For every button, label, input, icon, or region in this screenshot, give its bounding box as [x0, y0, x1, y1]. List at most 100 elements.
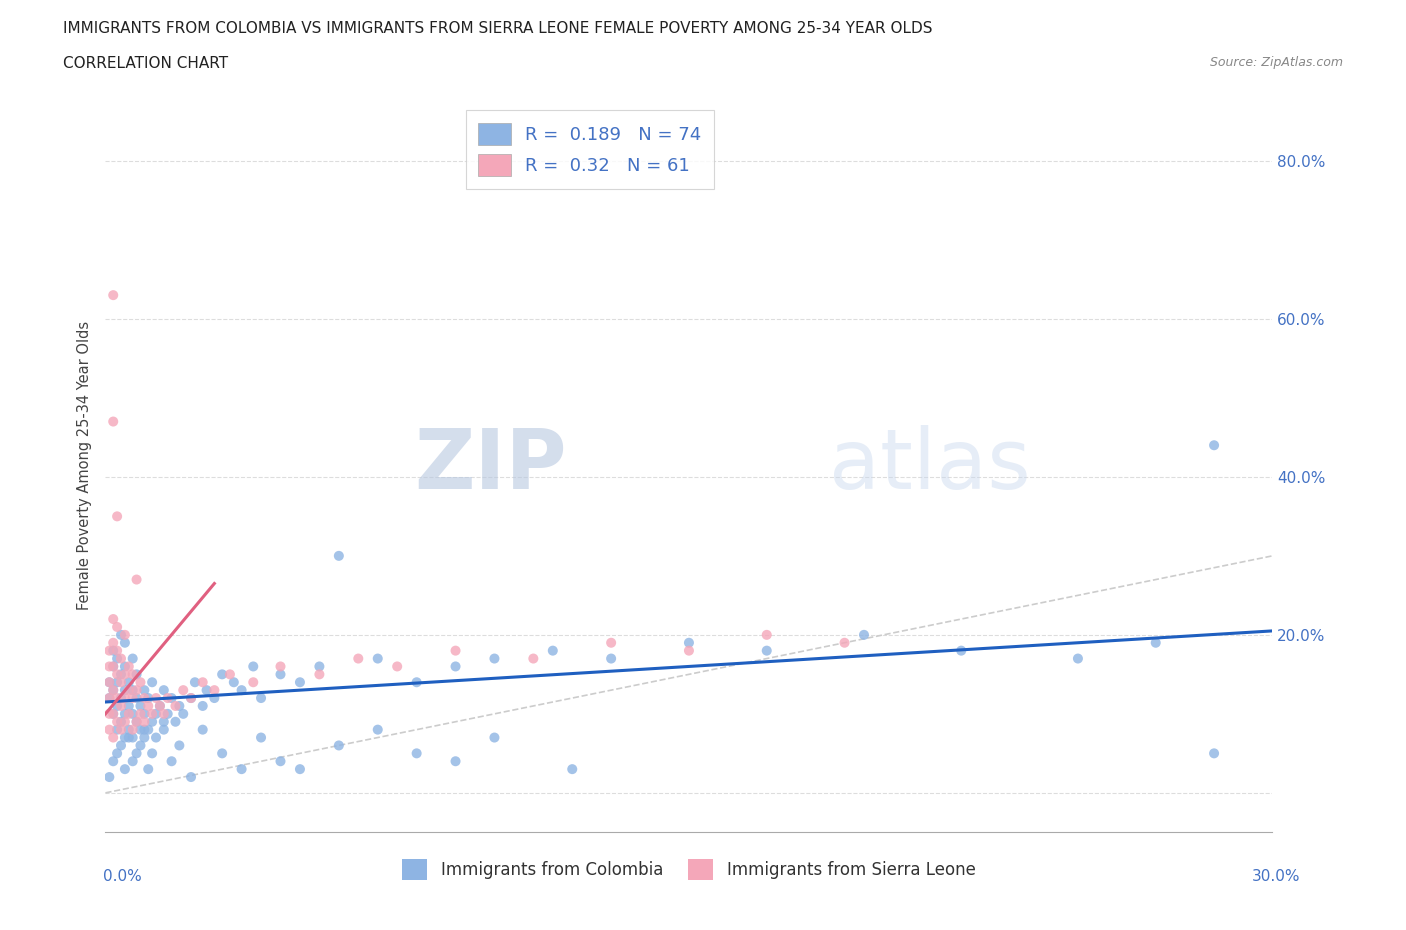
- Point: [103, 707, 125, 722]
- Point: [250, 730, 273, 745]
- Point: [484, 730, 506, 745]
- Point: [308, 659, 330, 674]
- Point: [129, 707, 152, 722]
- Point: [105, 619, 128, 634]
- Point: [114, 762, 136, 777]
- Point: [103, 635, 125, 650]
- Point: [184, 675, 207, 690]
- Point: [103, 659, 125, 674]
- Point: [136, 691, 159, 706]
- Point: [172, 683, 194, 698]
- Point: [405, 675, 427, 690]
- Point: [153, 707, 174, 722]
- Point: [121, 730, 143, 745]
- Point: [134, 714, 156, 729]
- Point: [165, 714, 187, 729]
- Point: [110, 675, 132, 690]
- Point: [103, 414, 125, 429]
- Point: [405, 746, 427, 761]
- Point: [121, 651, 143, 666]
- Point: [156, 691, 179, 706]
- Point: [118, 723, 141, 737]
- Point: [114, 691, 136, 706]
- Point: [600, 635, 623, 650]
- Point: [110, 698, 132, 713]
- Point: [191, 698, 214, 713]
- Point: [114, 683, 136, 698]
- Point: [118, 730, 141, 745]
- Point: [105, 698, 128, 713]
- Point: [149, 698, 172, 713]
- Point: [125, 691, 148, 706]
- Point: [121, 723, 143, 737]
- Point: [98, 707, 121, 722]
- Point: [367, 651, 389, 666]
- Point: [134, 723, 156, 737]
- Point: [308, 667, 330, 682]
- Point: [1202, 746, 1225, 761]
- Point: [105, 723, 128, 737]
- Point: [125, 667, 148, 682]
- Point: [103, 707, 125, 722]
- Point: [110, 714, 132, 729]
- Point: [125, 714, 148, 729]
- Point: [1202, 438, 1225, 453]
- Point: [98, 691, 121, 706]
- Point: [103, 659, 125, 674]
- Point: [118, 707, 141, 722]
- Point: [242, 659, 264, 674]
- Point: [129, 738, 152, 753]
- Point: [121, 683, 143, 698]
- Point: [105, 746, 128, 761]
- Point: [270, 667, 292, 682]
- Point: [270, 659, 292, 674]
- Point: [444, 644, 467, 658]
- Point: [222, 675, 245, 690]
- Point: [522, 651, 544, 666]
- Text: ZIP: ZIP: [413, 424, 567, 506]
- Point: [561, 762, 583, 777]
- Point: [156, 707, 179, 722]
- Point: [105, 667, 128, 682]
- Point: [103, 612, 125, 627]
- Text: 30.0%: 30.0%: [1253, 869, 1301, 883]
- Point: [541, 644, 564, 658]
- Point: [110, 738, 132, 753]
- Point: [250, 691, 273, 706]
- Point: [145, 691, 167, 706]
- Point: [180, 770, 202, 785]
- Point: [191, 675, 214, 690]
- Point: [129, 675, 152, 690]
- Point: [98, 770, 121, 785]
- Point: [191, 723, 214, 737]
- Point: [385, 659, 409, 674]
- Point: [98, 675, 121, 690]
- Point: [98, 644, 121, 658]
- Point: [98, 723, 121, 737]
- Point: [444, 754, 467, 769]
- Point: [114, 667, 136, 682]
- Point: [110, 691, 132, 706]
- Legend: Immigrants from Colombia, Immigrants from Sierra Leone: Immigrants from Colombia, Immigrants fro…: [396, 853, 981, 886]
- Point: [114, 628, 136, 643]
- Point: [180, 691, 202, 706]
- Point: [328, 549, 350, 564]
- Point: [125, 683, 148, 698]
- Point: [950, 644, 973, 658]
- Point: [202, 691, 225, 706]
- Point: [288, 675, 311, 690]
- Point: [211, 667, 233, 682]
- Point: [141, 746, 163, 761]
- Point: [125, 746, 148, 761]
- Point: [600, 651, 623, 666]
- Point: [103, 287, 125, 302]
- Point: [678, 644, 700, 658]
- Point: [114, 714, 136, 729]
- Point: [114, 730, 136, 745]
- Point: [367, 723, 389, 737]
- Point: [103, 683, 125, 698]
- Point: [105, 509, 128, 524]
- Point: [141, 707, 163, 722]
- Point: [169, 738, 191, 753]
- Point: [149, 698, 172, 713]
